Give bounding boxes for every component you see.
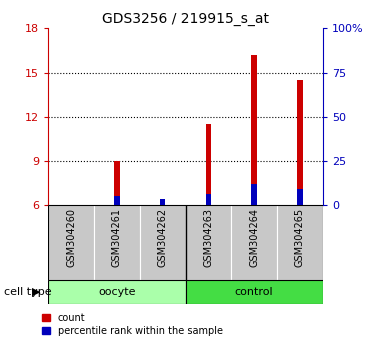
Bar bbox=[206, 194, 211, 205]
Text: GSM304261: GSM304261 bbox=[112, 208, 122, 267]
Bar bbox=[140, 205, 186, 280]
Text: GSM304265: GSM304265 bbox=[295, 208, 305, 267]
Text: GSM304263: GSM304263 bbox=[203, 208, 213, 267]
Bar bbox=[297, 80, 303, 205]
Text: GSM304260: GSM304260 bbox=[66, 208, 76, 267]
Text: GSM304264: GSM304264 bbox=[249, 208, 259, 267]
Bar bbox=[252, 55, 257, 205]
Bar bbox=[186, 280, 323, 304]
Bar bbox=[114, 196, 119, 205]
Legend: count, percentile rank within the sample: count, percentile rank within the sample bbox=[42, 313, 223, 336]
Text: control: control bbox=[235, 287, 273, 297]
Bar bbox=[297, 189, 303, 205]
Text: cell type: cell type bbox=[4, 287, 51, 297]
Bar bbox=[252, 184, 257, 205]
Bar bbox=[160, 199, 165, 205]
Text: ▶: ▶ bbox=[32, 287, 40, 297]
Bar bbox=[48, 280, 186, 304]
Text: GDS3256 / 219915_s_at: GDS3256 / 219915_s_at bbox=[102, 12, 269, 27]
Text: oocyte: oocyte bbox=[98, 287, 136, 297]
Bar bbox=[277, 205, 323, 280]
Bar bbox=[48, 205, 94, 280]
Bar bbox=[186, 205, 231, 280]
Text: GSM304262: GSM304262 bbox=[158, 208, 168, 267]
Bar bbox=[94, 205, 140, 280]
Bar bbox=[206, 124, 211, 205]
Bar bbox=[231, 205, 277, 280]
Bar bbox=[114, 161, 119, 205]
